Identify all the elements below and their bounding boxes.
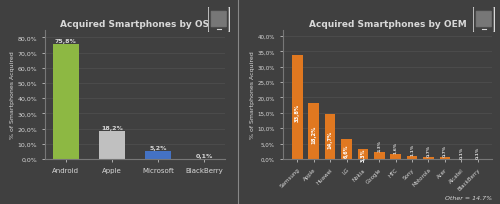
Y-axis label: % of Smartphones Acquired: % of Smartphones Acquired xyxy=(10,51,15,139)
Bar xyxy=(423,157,434,159)
Bar xyxy=(358,149,368,159)
Text: 0,1%: 0,1% xyxy=(459,146,463,158)
Bar xyxy=(440,157,450,159)
Text: 75,8%: 75,8% xyxy=(55,38,77,43)
Text: 2,3%: 2,3% xyxy=(378,139,382,151)
FancyBboxPatch shape xyxy=(211,12,226,28)
Bar xyxy=(390,154,401,159)
FancyBboxPatch shape xyxy=(476,12,492,28)
Title: Acquired Smartphones by OEM: Acquired Smartphones by OEM xyxy=(308,20,466,28)
Bar xyxy=(292,56,302,159)
Bar xyxy=(407,156,418,159)
Text: 14,7%: 14,7% xyxy=(328,130,332,148)
Text: 18,2%: 18,2% xyxy=(312,125,316,143)
Text: 3,3%: 3,3% xyxy=(360,148,366,161)
FancyBboxPatch shape xyxy=(208,7,230,34)
Text: 5,2%: 5,2% xyxy=(150,145,167,150)
Text: 0,1%: 0,1% xyxy=(196,153,213,158)
Bar xyxy=(341,139,352,159)
Text: 1,6%: 1,6% xyxy=(394,141,398,153)
Bar xyxy=(53,44,78,159)
Bar xyxy=(308,103,319,159)
Y-axis label: % of Smartphones Acquired: % of Smartphones Acquired xyxy=(250,51,254,139)
Text: 0,7%: 0,7% xyxy=(443,144,447,156)
Text: 0,7%: 0,7% xyxy=(426,144,430,156)
FancyBboxPatch shape xyxy=(473,7,494,34)
Text: 18,2%: 18,2% xyxy=(101,125,123,130)
Bar xyxy=(374,152,384,159)
Text: Other = 14.7%: Other = 14.7% xyxy=(446,195,492,200)
Bar xyxy=(325,114,336,159)
Title: Acquired Smartphones by OS: Acquired Smartphones by OS xyxy=(60,20,210,28)
Bar xyxy=(100,132,124,159)
Text: 1,1%: 1,1% xyxy=(410,143,414,155)
Text: 6,6%: 6,6% xyxy=(344,143,349,157)
Text: 0,1%: 0,1% xyxy=(476,146,480,158)
Bar xyxy=(146,151,171,159)
Text: 33,8%: 33,8% xyxy=(295,103,300,122)
